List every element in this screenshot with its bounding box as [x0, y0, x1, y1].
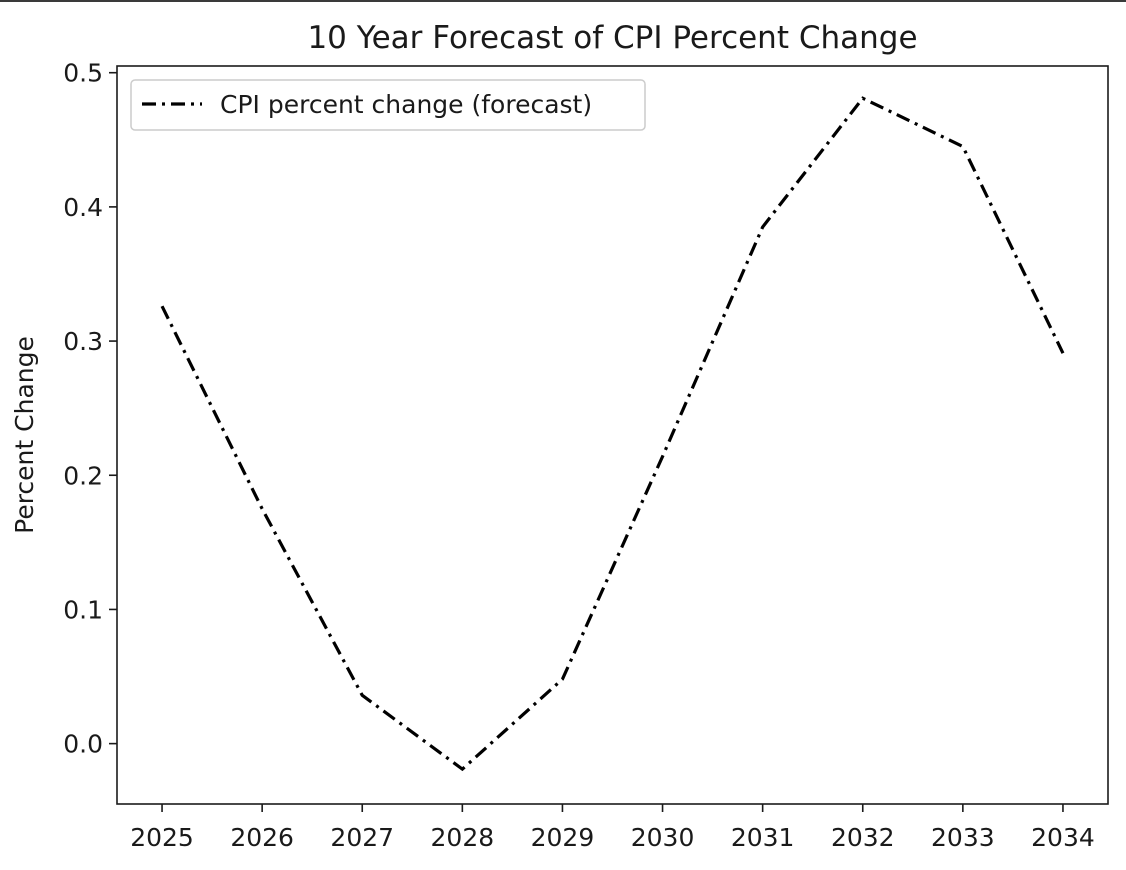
series-line — [160, 96, 1065, 772]
plot-area — [116, 65, 1109, 805]
x-tick-label: 2027 — [330, 823, 394, 852]
x-tick-label: 2026 — [230, 823, 294, 852]
x-tick-label: 2030 — [631, 823, 695, 852]
y-axis-label: Percent Change — [10, 336, 39, 534]
series-layer — [160, 96, 1065, 772]
x-tick-label: 2032 — [831, 823, 895, 852]
plot-frame — [116, 65, 1109, 805]
top-border-line — [0, 0, 1126, 2]
x-tick-label: 2033 — [931, 823, 995, 852]
y-tick-label: 0.4 — [63, 193, 103, 222]
x-tick-label: 2031 — [731, 823, 795, 852]
x-axis: 2025 2026 2027 2028 2029 2030 2031 2032 2033 2034 — [130, 804, 1095, 852]
legend-label: CPI percent change (forecast) — [220, 90, 592, 119]
x-tick-label: 2028 — [431, 823, 495, 852]
legend-box — [130, 79, 646, 131]
y-tick-label: 0.3 — [63, 327, 103, 356]
y-axis: 0.0 0.1 0.2 0.3 0.4 0.5 — [63, 59, 117, 759]
y-tick-label: 0.5 — [63, 59, 103, 88]
x-tick-label: 2025 — [130, 823, 194, 852]
legend: CPI percent change (forecast) — [130, 79, 646, 131]
chart-title: 10 Year Forecast of CPI Percent Change — [307, 20, 917, 56]
y-tick-label: 0.2 — [63, 461, 103, 490]
y-tick-label: 0.1 — [63, 595, 103, 624]
x-tick-label: 2029 — [531, 823, 595, 852]
y-tick-label: 0.0 — [63, 730, 103, 759]
x-tick-label: 2034 — [1031, 823, 1095, 852]
